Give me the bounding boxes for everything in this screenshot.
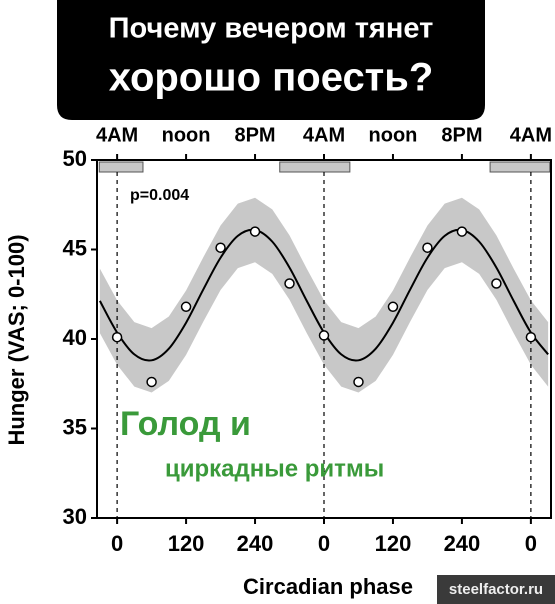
y-tick-label: 50 — [63, 146, 87, 171]
top-tick-label: 8PM — [234, 124, 275, 146]
top-tick-label: 8PM — [441, 124, 482, 146]
data-point — [422, 242, 433, 253]
x-axis-label: Circadian phase — [243, 574, 413, 599]
top-tick-label: 4AM — [303, 124, 345, 146]
data-point — [456, 226, 468, 237]
data-point — [111, 331, 123, 343]
data-point — [284, 278, 295, 289]
y-tick-label: 40 — [63, 325, 87, 350]
overlay-text: циркадные ритмы — [165, 455, 384, 482]
watermark: steelfactor.ru — [449, 581, 543, 598]
data-point — [387, 301, 399, 313]
p-value: p=0.004 — [130, 187, 189, 204]
sleep-bar — [98, 161, 144, 173]
x-tick-label: 120 — [375, 531, 412, 556]
data-point — [180, 301, 192, 313]
sleep-bar — [489, 161, 551, 173]
watermark-box — [437, 575, 555, 604]
top-tick-label: noon — [369, 124, 418, 146]
top-tick-label: 4AM — [510, 124, 552, 146]
overlay-text: Голод и — [120, 405, 251, 443]
top-tick-label: 4AM — [96, 124, 138, 146]
title: Почему вечером тянет — [109, 13, 434, 45]
data-point — [525, 331, 537, 343]
x-tick-label: 240 — [237, 531, 274, 556]
data-point — [249, 226, 261, 237]
x-tick-label: 240 — [444, 531, 481, 556]
y-tick-label: 35 — [63, 414, 87, 439]
data-point — [215, 242, 226, 253]
data-point — [146, 376, 157, 388]
y-axis-label: Hunger (VAS; 0-100) — [4, 234, 29, 445]
data-point — [491, 278, 502, 289]
y-tick-label: 45 — [63, 235, 87, 260]
top-tick-label: noon — [162, 124, 211, 146]
sleep-bar — [279, 161, 351, 173]
x-tick-label: 0 — [318, 531, 330, 556]
data-point — [318, 330, 330, 341]
title-banner — [57, 0, 485, 120]
y-tick-label: 30 — [63, 504, 87, 529]
data-point — [353, 376, 364, 388]
plot: 30 35 40 45 50 0 120 240 0 120 240 0 4AM noon 8PM 4AM no… — [63, 124, 552, 556]
x-tick-label: 0 — [525, 531, 537, 556]
x-tick-label: 0 — [111, 531, 123, 556]
x-tick-label: 120 — [168, 531, 205, 556]
title: хорошо поесть? — [109, 56, 434, 100]
